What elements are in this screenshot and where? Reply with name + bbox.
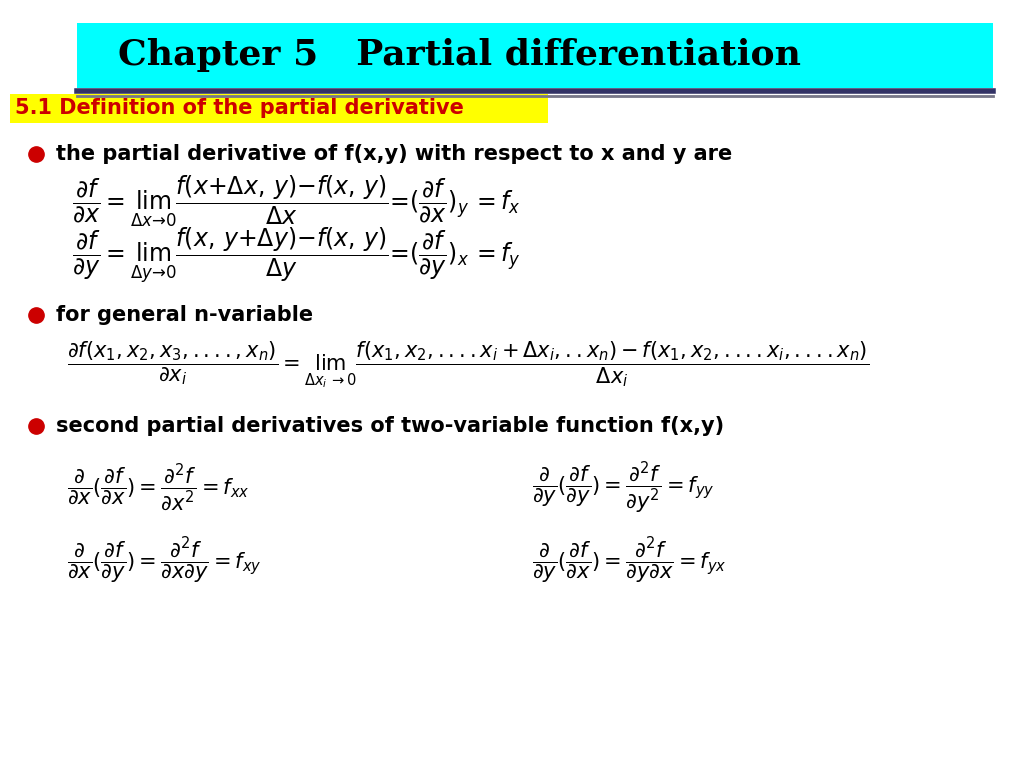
Text: $\dfrac{\partial f(x_1,x_2,x_3,....,x_n)}{\partial x_i}= \lim_{\Delta x_i \right: $\dfrac{\partial f(x_1,x_2,x_3,....,x_n)… bbox=[67, 339, 868, 390]
FancyBboxPatch shape bbox=[10, 94, 548, 123]
Text: for general n-variable: for general n-variable bbox=[56, 305, 313, 325]
Text: $\dfrac{\partial f}{\partial x} = \lim_{\Delta x \rightarrow 0}\dfrac{f(x+\Delta: $\dfrac{\partial f}{\partial x} = \lim_{… bbox=[72, 174, 520, 229]
Text: Chapter 5   Partial differentiation: Chapter 5 Partial differentiation bbox=[118, 38, 801, 72]
Text: $\dfrac{\partial}{\partial y}(\dfrac{\partial f}{\partial y})= \dfrac{\partial^2: $\dfrac{\partial}{\partial y}(\dfrac{\pa… bbox=[532, 459, 715, 516]
Text: 5.1 Definition of the partial derivative: 5.1 Definition of the partial derivative bbox=[15, 98, 464, 118]
Text: $\dfrac{\partial}{\partial x}(\dfrac{\partial f}{\partial y})= \dfrac{\partial^2: $\dfrac{\partial}{\partial x}(\dfrac{\pa… bbox=[67, 535, 261, 586]
Text: the partial derivative of f(x,y) with respect to x and y are: the partial derivative of f(x,y) with re… bbox=[56, 144, 732, 164]
FancyBboxPatch shape bbox=[77, 23, 993, 88]
Text: $\dfrac{\partial}{\partial x}(\dfrac{\partial f}{\partial x})= \dfrac{\partial^2: $\dfrac{\partial}{\partial x}(\dfrac{\pa… bbox=[67, 462, 249, 514]
Text: $\dfrac{\partial f}{\partial y} = \lim_{\Delta y \rightarrow 0}\dfrac{f(x,\, y+\: $\dfrac{\partial f}{\partial y} = \lim_{… bbox=[72, 225, 520, 285]
Text: second partial derivatives of two-variable function f(x,y): second partial derivatives of two-variab… bbox=[56, 416, 724, 436]
Text: $\dfrac{\partial}{\partial y}(\dfrac{\partial f}{\partial x})= \dfrac{\partial^2: $\dfrac{\partial}{\partial y}(\dfrac{\pa… bbox=[532, 535, 727, 586]
